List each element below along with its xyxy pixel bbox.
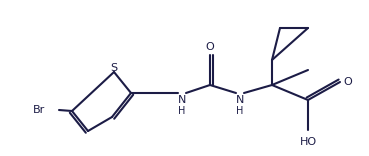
Text: N: N: [236, 95, 244, 105]
Text: H: H: [236, 106, 244, 116]
Text: S: S: [110, 63, 118, 73]
Text: N: N: [178, 95, 186, 105]
Text: O: O: [206, 42, 214, 52]
Text: O: O: [344, 77, 352, 87]
Text: H: H: [178, 106, 186, 116]
Text: Br: Br: [33, 105, 45, 115]
Text: HO: HO: [299, 137, 317, 147]
